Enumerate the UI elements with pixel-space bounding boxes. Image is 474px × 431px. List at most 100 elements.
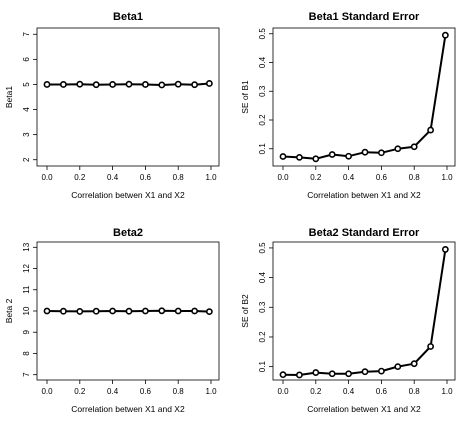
data-point <box>43 307 51 315</box>
data-point <box>125 307 133 315</box>
y-axis-label: Beta1 <box>4 86 14 108</box>
y-axis-label: SE of B2 <box>240 294 250 328</box>
series-line <box>282 249 447 376</box>
x-axis-label: Correlation betwen X1 and X2 <box>71 190 185 200</box>
x-tick-label: 0.2 <box>310 387 322 396</box>
y-axis-label: Beta 2 <box>4 298 14 323</box>
x-axis-label: Correlation betwen X1 and X2 <box>71 404 185 414</box>
data-point <box>410 143 418 151</box>
x-tick-label: 0.4 <box>107 387 119 396</box>
x-tick-label: 0.2 <box>74 387 86 396</box>
x-tick-label: 0.0 <box>277 387 289 396</box>
x-tick-label: 0.6 <box>376 387 388 396</box>
data-point <box>205 80 213 87</box>
plot-frame <box>272 27 456 167</box>
chart-panel-1: Beta1 0.0 0.2 0.4 0.6 0.8 1.0 Correlation betwe… <box>4 11 220 200</box>
data-point <box>394 145 402 153</box>
data-point <box>174 307 182 315</box>
y-tick-label: 2 <box>22 157 31 162</box>
y-tick-label: 0.4 <box>258 56 267 68</box>
data-point <box>312 369 320 376</box>
data-point <box>109 307 116 315</box>
data-point <box>312 155 320 163</box>
data-point <box>279 153 287 160</box>
y-tick-label: 0.2 <box>258 114 267 126</box>
y-tick-label: 6 <box>22 57 31 62</box>
x-axis-label: Correlation betwen X1 and X2 <box>307 190 421 200</box>
data-point <box>345 370 352 378</box>
y-tick-label: 11 <box>22 285 31 294</box>
data-point <box>60 307 67 315</box>
y-tick-label: 13 <box>22 242 31 251</box>
x-tick-label: 0.6 <box>376 173 388 182</box>
data-point <box>345 152 352 160</box>
data-point <box>125 80 133 88</box>
y-tick-label: 10 <box>22 306 31 315</box>
data-point <box>43 81 51 88</box>
data-point <box>191 81 198 89</box>
x-tick-label: 0.8 <box>409 387 421 396</box>
x-axis-label: Correlation betwen X1 and X2 <box>307 404 421 414</box>
x-tick-label: 0.8 <box>409 173 421 182</box>
data-point <box>279 371 287 379</box>
data-point <box>361 368 369 376</box>
y-tick-label: 0.5 <box>258 242 267 254</box>
y-tick-label: 8 <box>22 351 31 356</box>
y-axis-label: SE of B1 <box>240 80 250 114</box>
data-point <box>158 307 166 315</box>
plot-frame <box>36 27 220 167</box>
data-point <box>92 307 100 315</box>
data-point <box>328 370 336 378</box>
x-tick-label: 1.0 <box>441 387 453 396</box>
data-point <box>377 149 385 157</box>
x-tick-label: 1.0 <box>441 173 453 182</box>
data-point <box>174 80 182 88</box>
y-tick-label: 0.1 <box>258 361 267 373</box>
y-tick-label: 7 <box>22 31 31 36</box>
data-point <box>361 148 369 156</box>
data-point <box>158 81 166 89</box>
plot-frame <box>272 241 456 381</box>
data-point <box>427 126 434 134</box>
data-point <box>76 308 84 315</box>
x-tick-label: 0.0 <box>41 173 53 182</box>
x-tick-label: 0.6 <box>140 173 152 182</box>
y-tick-label: 0.2 <box>258 331 267 343</box>
x-tick-label: 0.2 <box>310 173 322 182</box>
data-point <box>394 363 402 371</box>
x-tick-label: 0.8 <box>173 173 185 182</box>
x-tick-label: 1.0 <box>205 173 217 182</box>
data-point <box>92 81 100 89</box>
series-line <box>282 35 447 160</box>
y-tick-label: 12 <box>22 264 31 273</box>
data-point <box>410 360 418 368</box>
data-point <box>295 371 303 379</box>
x-tick-label: 0.0 <box>41 387 53 396</box>
x-tick-label: 0.2 <box>74 173 86 182</box>
x-tick-label: 0.6 <box>140 387 152 396</box>
chart-panel-2: Beta1 Standard Error 0.0 0.2 0.4 0.6 0.8 1.0 Co… <box>240 11 456 200</box>
data-point <box>295 153 303 161</box>
y-tick-label: 5 <box>22 82 31 87</box>
chart-panel-4: Beta2 Standard Error 0.0 0.2 0.4 0.6 0.8 1.0 Co… <box>240 227 456 414</box>
y-tick-label: 9 <box>22 329 31 334</box>
data-point <box>441 31 449 39</box>
data-point <box>109 81 116 88</box>
y-tick-label: 7 <box>22 372 31 377</box>
x-tick-label: 1.0 <box>205 387 217 396</box>
data-point <box>427 343 434 350</box>
data-point <box>76 80 84 88</box>
data-point <box>191 307 198 315</box>
data-point <box>441 246 449 253</box>
data-point <box>377 367 385 375</box>
y-tick-label: 0.3 <box>258 85 267 97</box>
chart-title: Beta1 <box>113 11 143 23</box>
data-point <box>60 81 67 88</box>
chart-title: Beta1 Standard Error <box>309 11 420 23</box>
data-point <box>141 307 149 315</box>
y-tick-label: 0.4 <box>258 272 267 284</box>
data-point <box>141 81 149 88</box>
x-tick-label: 0.8 <box>173 387 185 396</box>
